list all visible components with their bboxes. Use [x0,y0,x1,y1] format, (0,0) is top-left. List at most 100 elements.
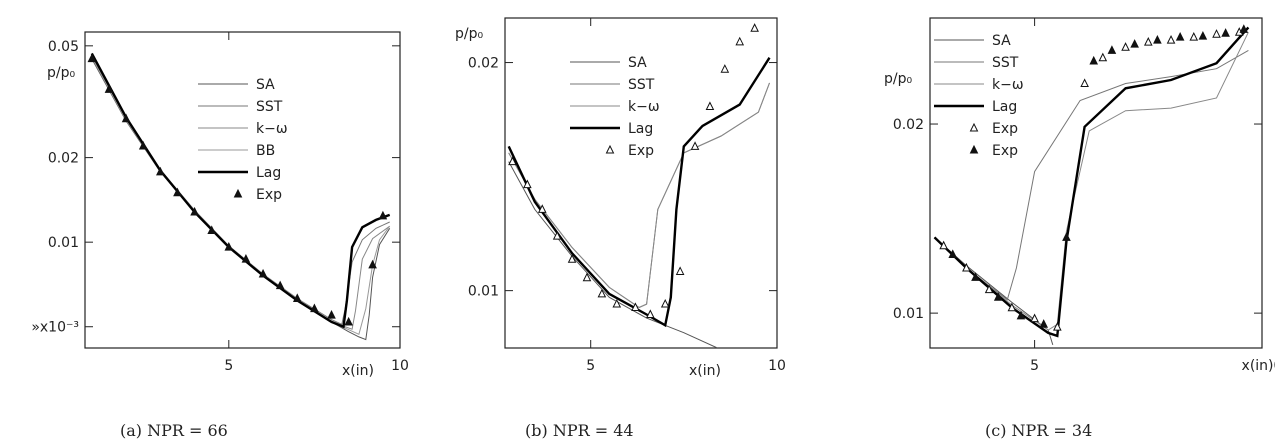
y-axis-label: p/p₀ [884,71,912,87]
data-point [612,298,622,308]
data-point [1175,32,1185,41]
data-point [720,64,730,73]
x-tick-label: 5 [224,358,233,374]
y-axis-label: p/p₀ [455,26,483,42]
series-line [933,26,1250,338]
series-2 [934,49,1249,301]
plot-frame [504,17,778,349]
legend-label: BB [256,143,275,159]
data-point [1198,31,1208,40]
legend: SA SST k−ω Lag Exp [570,55,660,159]
legend-label: SST [628,77,655,93]
data-point [292,293,302,303]
y-tick-label: 0.02 [468,56,499,72]
data-point [104,84,114,93]
series-6 [87,53,388,326]
legend-label: Exp [628,143,654,159]
data-point [1007,302,1017,312]
x-tick-label: 10 [391,358,409,374]
y-tick-label: 0.02 [48,151,79,167]
legend-label: SA [628,55,647,71]
data-point [1221,28,1230,37]
plot-frame [929,17,1263,349]
data-point [310,303,319,313]
data-point [1053,322,1062,331]
data-point [690,141,700,150]
plot-area [933,24,1250,346]
data-point [224,242,234,251]
data-point [552,231,562,240]
x-tick-label: 5 [1030,358,1039,374]
data-point [1098,52,1108,62]
data-point [705,101,715,110]
legend-label: Lag [256,165,281,181]
series-line [508,82,770,309]
series-2 [91,55,390,326]
plot-frame [84,31,401,349]
series-4 [933,26,1250,338]
series-line [934,49,1249,301]
data-point [258,268,268,278]
data-point [597,288,607,298]
series-5 [508,23,759,319]
data-point [971,272,980,281]
data-point [368,259,377,269]
data-point [523,179,532,189]
plot-area [87,52,391,341]
data-point [735,36,745,46]
y-tick-label: 0.01 [48,235,79,251]
legend: SA SST k−ω Lag Exp Exp [934,33,1024,159]
data-point [582,272,592,282]
legend-label: SST [992,55,1019,71]
x-tick-label: 5 [586,358,595,374]
data-point [1062,232,1071,241]
series-line [90,52,391,329]
legend-marker [969,144,979,154]
data-point [173,187,182,197]
series-5 [90,52,391,329]
legend-label: SST [256,99,283,115]
data-point [1166,35,1176,44]
plot-area [507,23,771,348]
series-4 [507,57,771,328]
data-point [1039,319,1049,328]
data-point [138,140,148,150]
data-point [993,292,1003,301]
y-axis-label: p/p₀ [47,65,75,81]
legend-label: Lag [628,121,653,137]
data-point [1143,37,1153,46]
legend-label: k−ω [256,121,288,137]
legend-label: Lag [992,99,1017,115]
data-point [675,266,685,275]
legend-marker [605,144,615,154]
data-point [1121,42,1130,51]
data-point [1153,35,1162,44]
data-point [1030,313,1039,323]
legend-label: Exp [256,187,282,203]
series-6 [948,24,1249,328]
legend-marker [233,188,243,198]
y-tick-label: 0.01 [468,284,499,300]
data-point [537,204,547,213]
data-point [1107,45,1117,54]
panel-caption: (b) NPR = 44 [525,421,634,440]
legend-label: k−ω [628,99,660,115]
series-line [934,31,1249,331]
series-1 [508,161,718,348]
data-point [1016,310,1026,320]
data-point [1239,24,1249,33]
x-axis-label: x(in) [689,363,721,379]
data-point [156,166,165,176]
data-point [378,210,388,220]
data-point [1212,29,1221,38]
data-point [1130,39,1139,48]
data-point [646,309,655,319]
data-point [948,249,958,258]
chart-panel-3: 5 x(in)0 0.02 0.01 p/p₀ SA SST k−ω Lag Exp Exp (c) … [884,17,1275,440]
series-1 [91,58,391,341]
data-point [750,23,759,32]
chart-panel-1: 5 10 0.05 0.02 0.01 »x10⁻³ p/p₀ x(in) SA SST k−ω BB… [31,31,409,440]
legend: SA SST k−ω BB Lag Exp [198,77,288,203]
panel-caption: (a) NPR = 66 [120,421,228,440]
